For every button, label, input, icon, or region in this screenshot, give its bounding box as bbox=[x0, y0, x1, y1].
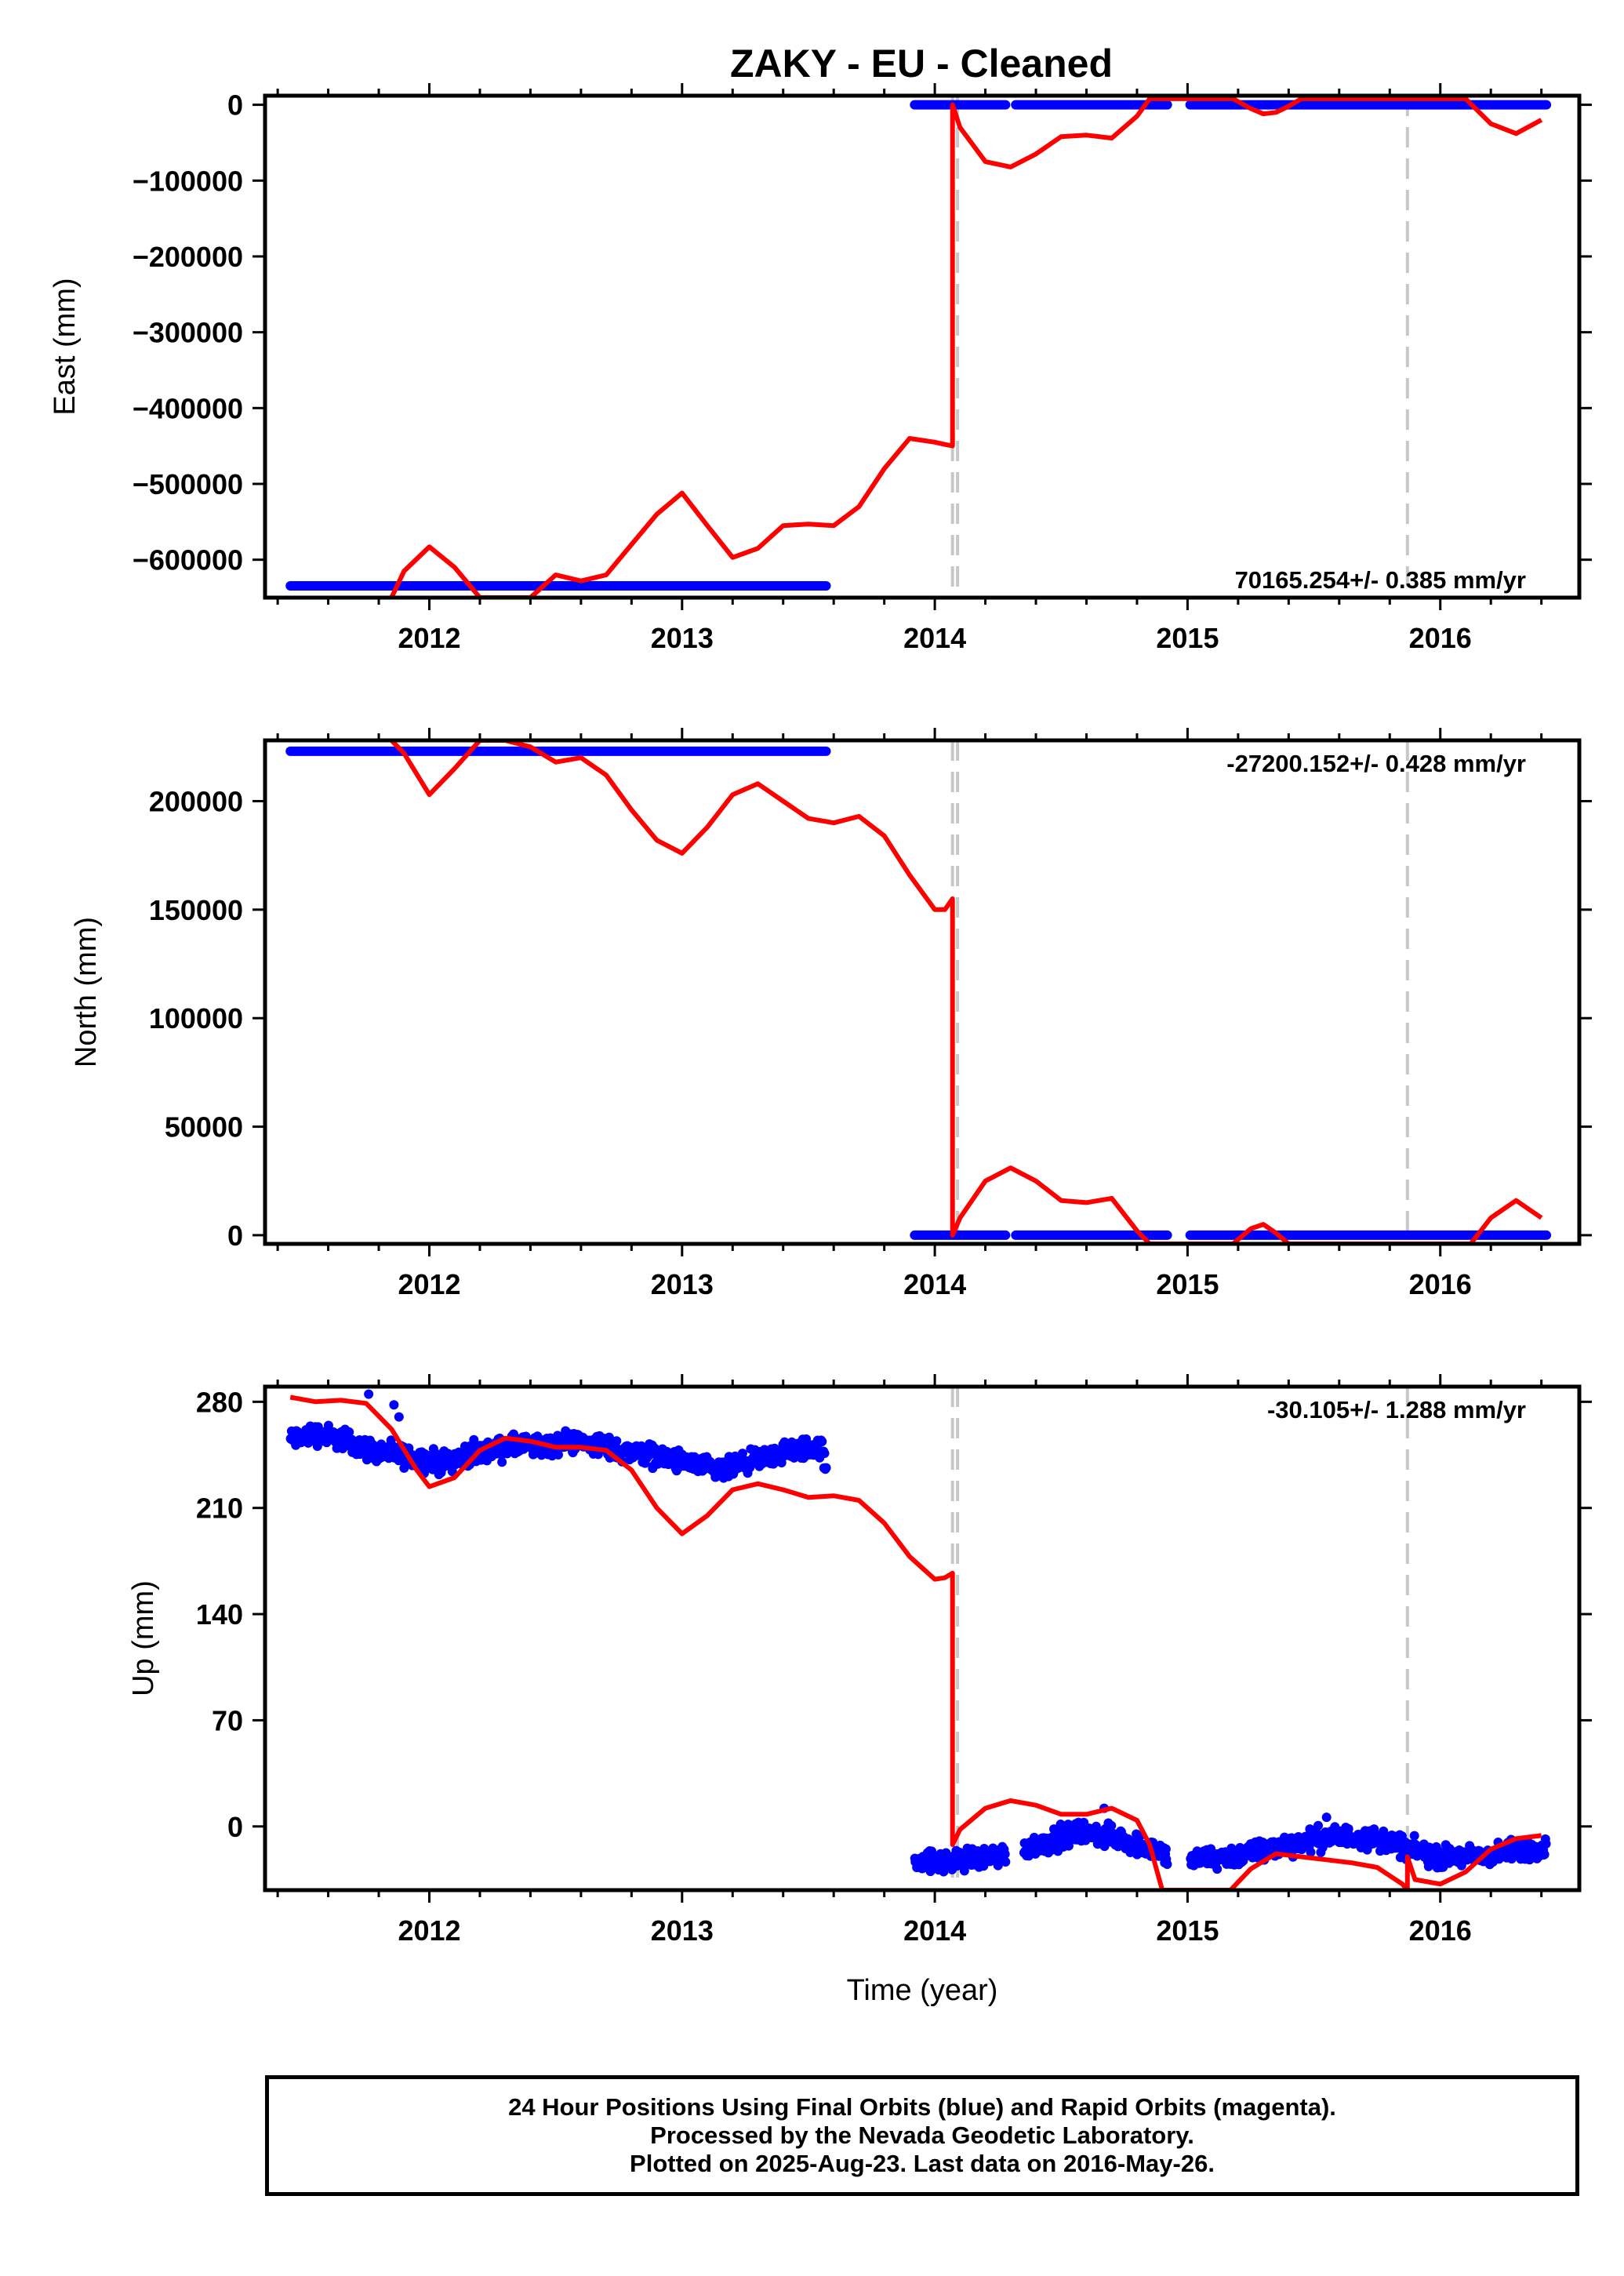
data-point bbox=[604, 1432, 614, 1442]
rate-label: -27200.152+/- 0.428 mm/yr bbox=[1226, 750, 1526, 777]
data-point bbox=[553, 1449, 563, 1460]
y-tick-label: 0 bbox=[227, 89, 243, 122]
data-point bbox=[1313, 1820, 1323, 1831]
x-tick-label: 2014 bbox=[903, 622, 966, 654]
data-point bbox=[1106, 1820, 1117, 1831]
data-point bbox=[1161, 1844, 1171, 1854]
y-tick-label: 0 bbox=[227, 1811, 243, 1843]
y-tick-label: −600000 bbox=[133, 544, 243, 576]
data-point bbox=[776, 1458, 787, 1468]
x-tick-label: 2015 bbox=[1156, 1914, 1219, 1947]
x-tick-label: 2012 bbox=[398, 622, 460, 654]
data-point bbox=[1541, 1838, 1551, 1849]
data-point bbox=[939, 1867, 949, 1877]
y-axis-label: Up (mm) bbox=[127, 1580, 160, 1696]
x-tick-label: 2016 bbox=[1409, 1268, 1472, 1300]
y-tick-label: −300000 bbox=[133, 317, 243, 349]
y-tick-label: 70 bbox=[212, 1704, 243, 1736]
data-point bbox=[1539, 1849, 1550, 1860]
footer-box: 24 Hour Positions Using Final Orbits (bl… bbox=[265, 2075, 1579, 2196]
plot-area bbox=[285, 96, 1552, 598]
x-tick-label: 2014 bbox=[903, 1268, 966, 1300]
model-curve bbox=[390, 740, 1543, 1244]
y-tick-label: −400000 bbox=[133, 392, 243, 424]
y-tick-label: 280 bbox=[196, 1386, 243, 1418]
model-curve bbox=[389, 96, 1543, 598]
y-tick-label: −200000 bbox=[133, 241, 243, 273]
plot-frame bbox=[263, 93, 1582, 600]
y-tick-label: 140 bbox=[196, 1598, 243, 1631]
data-point bbox=[1409, 1831, 1419, 1841]
plot-frame bbox=[263, 738, 1582, 1246]
data-points bbox=[285, 1389, 1551, 1877]
x-tick-label: 2015 bbox=[1156, 1268, 1219, 1300]
plot-frame bbox=[263, 1384, 1582, 1892]
rate-label: -30.105+/- 1.288 mm/yr bbox=[1267, 1396, 1526, 1423]
model-curve bbox=[289, 1394, 1542, 1890]
figure-title: ZAKY - EU - Cleaned bbox=[730, 42, 1113, 85]
y-tick-label: −100000 bbox=[133, 165, 243, 197]
data-point-outlier bbox=[1321, 1812, 1332, 1823]
data-point-outlier bbox=[394, 1412, 404, 1422]
rate-label: 70165.254+/- 0.385 mm/yr bbox=[1235, 566, 1526, 594]
y-tick-label: 50000 bbox=[165, 1111, 243, 1143]
x-tick-label: 2013 bbox=[651, 622, 714, 654]
data-point bbox=[817, 1437, 827, 1447]
data-point bbox=[819, 1448, 830, 1458]
data-point bbox=[344, 1427, 354, 1437]
y-tick-label: 100000 bbox=[149, 1002, 243, 1034]
panel-north: 2012 2013 2014 2015 2016 0 50000 100000 150000 20… bbox=[70, 728, 1592, 1300]
y-tick-label: −500000 bbox=[133, 468, 243, 500]
data-point bbox=[1162, 1860, 1172, 1870]
x-tick-label: 2016 bbox=[1409, 622, 1472, 654]
x-tick-label: 2016 bbox=[1409, 1914, 1472, 1947]
y-tick-label: 150000 bbox=[149, 894, 243, 926]
x-tick-label: 2012 bbox=[398, 1914, 460, 1947]
x-tick-label: 2013 bbox=[651, 1914, 714, 1947]
y-axis-label: East (mm) bbox=[49, 278, 82, 415]
data-point bbox=[1049, 1824, 1059, 1834]
x-tick-label: 2015 bbox=[1156, 622, 1219, 654]
data-point-outlier bbox=[364, 1389, 374, 1399]
footer-line-3: Plotted on 2025-Aug-23. Last data on 201… bbox=[630, 2150, 1215, 2177]
data-point bbox=[1001, 1856, 1011, 1867]
chart-panels: 2012 2013 2014 2015 2016 0 −100000 −200000 −3000… bbox=[49, 83, 1592, 2007]
data-point-outlier bbox=[389, 1400, 399, 1410]
x-tick-label: 2014 bbox=[903, 1914, 966, 1947]
y-tick-label: 200000 bbox=[149, 785, 243, 817]
x-tick-label: 2012 bbox=[398, 1268, 460, 1300]
data-point bbox=[821, 1463, 831, 1473]
data-point bbox=[1063, 1841, 1074, 1851]
data-point bbox=[497, 1457, 507, 1467]
x-axis-label: Time (year) bbox=[847, 1974, 998, 2007]
footer-line-2: Processed by the Nevada Geodetic Laborat… bbox=[650, 2121, 1194, 2149]
plot-area bbox=[285, 1389, 1551, 1890]
panel-east: 2012 2013 2014 2015 2016 0 −100000 −200000 −3000… bbox=[49, 83, 1592, 654]
data-point bbox=[612, 1436, 622, 1446]
data-point bbox=[1343, 1823, 1353, 1834]
y-tick-label: 210 bbox=[196, 1492, 243, 1525]
panel-up: 2012 2013 2014 2015 2016 0 70 140 210 280 Up (mm) T… bbox=[127, 1374, 1592, 2007]
y-tick-label: 0 bbox=[227, 1220, 243, 1252]
footer-line-1: 24 Hour Positions Using Final Orbits (bl… bbox=[508, 2093, 1336, 2121]
plot-area bbox=[285, 740, 1552, 1244]
x-tick-label: 2013 bbox=[651, 1268, 714, 1300]
data-point bbox=[1306, 1847, 1316, 1857]
y-axis-label: North (mm) bbox=[70, 917, 103, 1067]
data-point bbox=[447, 1467, 457, 1477]
data-point bbox=[1212, 1864, 1223, 1874]
data-point bbox=[1000, 1849, 1010, 1860]
